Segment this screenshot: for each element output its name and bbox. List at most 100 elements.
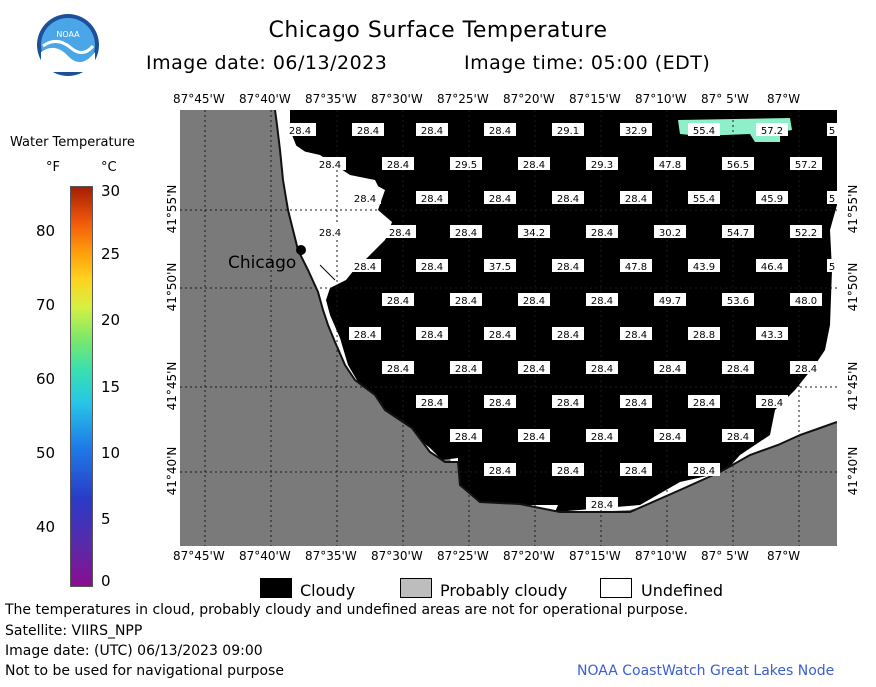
temperature-value: 43.3 bbox=[761, 330, 783, 341]
temperature-label: 28.4 bbox=[586, 293, 618, 307]
temperature-label: 28.4 bbox=[382, 361, 414, 375]
temperature-label: 28.4 bbox=[450, 225, 482, 239]
colorbar-unit-c: °C bbox=[101, 160, 117, 175]
temperature-value: 49.7 bbox=[659, 296, 681, 307]
lon-label-top: 87°30'W bbox=[371, 92, 423, 106]
utc-date: Image date: (UTC) 06/13/2023 09:00 bbox=[5, 643, 263, 659]
legend-probably-cloudy: Probably cloudy bbox=[440, 581, 568, 600]
lon-label-bottom: 87°20'W bbox=[503, 549, 555, 563]
temperature-label: 28.4 bbox=[654, 361, 686, 375]
temperature-value: 28.4 bbox=[625, 398, 647, 409]
temperature-label: 57.2 bbox=[756, 123, 788, 137]
temperature-value: 57.2 bbox=[761, 126, 783, 137]
temperature-value: 28.4 bbox=[727, 364, 749, 375]
temperature-label: 28.8 bbox=[688, 327, 720, 341]
temperature-label: 28.4 bbox=[518, 429, 550, 443]
colorbar-unit-f: °F bbox=[46, 160, 60, 175]
temperature-value: 28.4 bbox=[523, 160, 545, 171]
temperature-value: 54.7 bbox=[727, 228, 749, 239]
lon-label-top: 87°10'W bbox=[635, 92, 687, 106]
temperature-label: 28.4 bbox=[586, 225, 618, 239]
temperature-label: 57.2 bbox=[790, 157, 822, 171]
temperature-value: 29.5 bbox=[455, 160, 477, 171]
lon-label-top: 87°45'W bbox=[173, 92, 225, 106]
temperature-value: 28.4 bbox=[421, 262, 443, 273]
temperature-label: 28.4 bbox=[384, 225, 416, 239]
temperature-label: 28.4 bbox=[450, 293, 482, 307]
temperature-label: 28.4 bbox=[688, 395, 720, 409]
temperature-label: 55.4 bbox=[688, 123, 720, 137]
colorbar-title: Water Temperature bbox=[10, 135, 135, 150]
credit: NOAA CoastWatch Great Lakes Node bbox=[577, 663, 835, 679]
legend-swatch-probably-cloudy bbox=[400, 578, 432, 598]
colorbar-f-tick: 40 bbox=[36, 518, 56, 536]
temperature-label: 28.4 bbox=[552, 191, 584, 205]
temperature-label: 45.9 bbox=[756, 191, 788, 205]
temperature-label: 28.4 bbox=[620, 327, 652, 341]
temperature-label: 28.4 bbox=[416, 327, 448, 341]
lat-label-left: 41°55'N bbox=[165, 184, 179, 234]
temperature-label: 28.4 bbox=[352, 123, 384, 137]
temperature-value: 28.4 bbox=[625, 194, 647, 205]
lon-label-bottom: 87°45'W bbox=[173, 549, 225, 563]
temperature-value: 30.2 bbox=[659, 228, 681, 239]
temperature-value: 28.4 bbox=[387, 160, 409, 171]
temperature-label: 55.4 bbox=[688, 191, 720, 205]
lon-label-top: 87°15'W bbox=[569, 92, 621, 106]
temperature-value: 5 bbox=[829, 126, 835, 137]
temperature-value: 28.4 bbox=[557, 262, 579, 273]
temperature-value: 28.4 bbox=[557, 330, 579, 341]
temperature-label: 28.4 bbox=[484, 327, 516, 341]
temperature-value: 46.4 bbox=[761, 262, 783, 273]
temperature-label: 43.3 bbox=[756, 327, 788, 341]
temperature-value: 28.4 bbox=[319, 228, 341, 239]
temperature-label: 32.9 bbox=[620, 123, 652, 137]
temperature-label: 28.4 bbox=[620, 395, 652, 409]
colorbar-c-tick: 20 bbox=[101, 311, 121, 329]
temperature-value: 28.4 bbox=[557, 398, 579, 409]
temperature-label: 28.4 bbox=[416, 123, 448, 137]
temperature-value: 28.4 bbox=[591, 364, 613, 375]
temperature-value: 28.4 bbox=[421, 330, 443, 341]
temperature-label: 28.4 bbox=[586, 429, 618, 443]
temperature-value: 28.4 bbox=[289, 126, 311, 137]
temperature-label: 28.4 bbox=[484, 463, 516, 477]
temperature-value: 28.4 bbox=[659, 364, 681, 375]
temperature-value: 28.4 bbox=[557, 194, 579, 205]
temperature-label: 29.1 bbox=[552, 123, 584, 137]
temperature-label: 28.4 bbox=[756, 395, 788, 409]
legend-undefined: Undefined bbox=[641, 581, 724, 600]
temperature-label: 28.4 bbox=[518, 361, 550, 375]
temperature-label: 28.4 bbox=[722, 361, 754, 375]
colorbar-f-tick: 50 bbox=[36, 444, 56, 462]
temperature-value: 28.4 bbox=[354, 194, 376, 205]
temperature-value: 28.4 bbox=[557, 466, 579, 477]
temperature-value: 28.4 bbox=[421, 398, 443, 409]
temperature-value: 53.6 bbox=[727, 296, 749, 307]
temperature-value: 28.4 bbox=[421, 126, 443, 137]
city-label: Chicago bbox=[228, 253, 297, 273]
satellite: Satellite: VIIRS_NPP bbox=[5, 623, 143, 639]
temperature-label: 28.4 bbox=[586, 361, 618, 375]
temperature-value: 55.4 bbox=[693, 194, 715, 205]
temperature-value: 28.4 bbox=[387, 364, 409, 375]
disclaimer: The temperatures in cloud, probably clou… bbox=[5, 602, 689, 618]
temperature-value: 28.4 bbox=[389, 228, 411, 239]
legend-cloudy: Cloudy bbox=[300, 581, 356, 600]
temperature-label: 28.4 bbox=[349, 191, 381, 205]
temperature-value: 52.2 bbox=[795, 228, 817, 239]
temperature-label: 28.4 bbox=[722, 429, 754, 443]
page-title: Chicago Surface Temperature bbox=[268, 18, 608, 43]
lat-label-left: 41°40'N bbox=[165, 446, 179, 496]
lon-label-bottom: 87° 5'W bbox=[701, 549, 749, 563]
colorbar-c-tick: 25 bbox=[101, 245, 121, 263]
lon-label-top: 87°40'W bbox=[239, 92, 291, 106]
temperature-label: 28.4 bbox=[450, 429, 482, 443]
temperature-value: 28.4 bbox=[354, 262, 376, 273]
temperature-label: 28.4 bbox=[416, 395, 448, 409]
temperature-value: 32.9 bbox=[625, 126, 647, 137]
colorbar-c-tick: 5 bbox=[101, 510, 111, 528]
colorbar-c-tick: 10 bbox=[101, 444, 121, 462]
temperature-label: 28.4 bbox=[349, 327, 381, 341]
temperature-label: 28.4 bbox=[416, 259, 448, 273]
